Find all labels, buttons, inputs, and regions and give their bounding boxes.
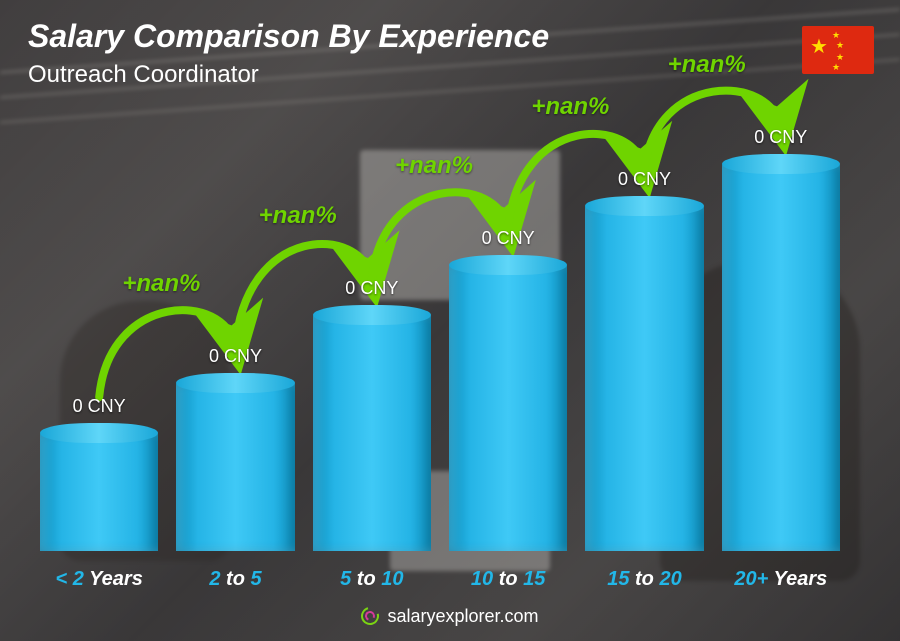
- flag-china: ★ ★ ★ ★ ★: [802, 26, 874, 74]
- infographic-stage: Salary Comparison By Experience Outreach…: [0, 0, 900, 641]
- footer: salaryexplorer.com: [0, 606, 900, 627]
- x-axis-label: 5 to 10: [313, 568, 431, 591]
- flag-star-icon: ★: [832, 62, 840, 73]
- footer-text: salaryexplorer.com: [387, 606, 538, 626]
- x-axis-label: 20+ Years: [722, 568, 840, 591]
- increase-arc-label: +nan%: [395, 152, 473, 180]
- flag-star-icon: ★: [810, 34, 828, 59]
- chart-title: Salary Comparison By Experience: [28, 18, 549, 55]
- x-axis-label: 10 to 15: [449, 568, 567, 591]
- bar-chart: 0 CNY0 CNY0 CNY0 CNY0 CNY0 CNY +nan%+nan…: [40, 130, 840, 551]
- x-axis-label: < 2 Years: [40, 568, 158, 591]
- x-axis-labels: < 2 Years 2 to 5 5 to 10 10 to 15 15 to 20 20…: [40, 568, 840, 591]
- salaryexplorer-logo-icon: [361, 607, 379, 625]
- title-block: Salary Comparison By Experience Outreach…: [28, 18, 549, 89]
- chart-subtitle: Outreach Coordinator: [28, 61, 549, 89]
- increase-arc-label: +nan%: [668, 51, 746, 79]
- flag-star-icon: ★: [836, 40, 844, 51]
- x-axis-label: 15 to 20: [585, 568, 703, 591]
- increase-arc-label: +nan%: [122, 270, 200, 298]
- increase-arc-label: +nan%: [531, 93, 609, 121]
- x-axis-label: 2 to 5: [176, 568, 294, 591]
- arc-labels-layer: +nan%+nan%+nan%+nan%+nan%: [40, 130, 840, 551]
- increase-arc-label: +nan%: [259, 202, 337, 230]
